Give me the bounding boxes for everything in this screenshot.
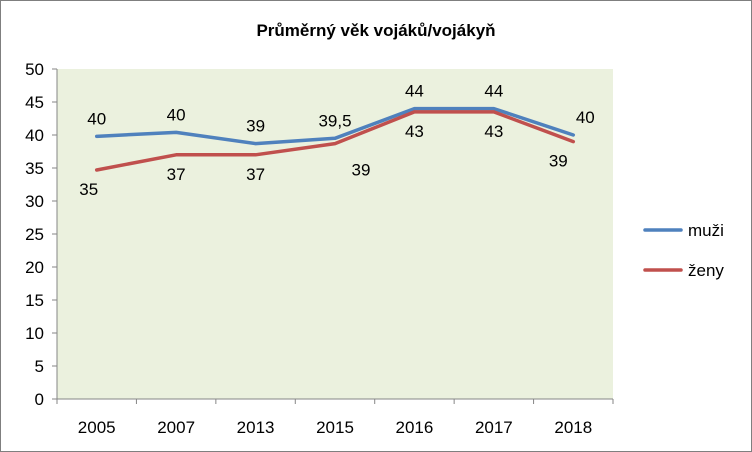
data-label-muzi: 40 (167, 105, 186, 124)
x-tick-label: 2017 (475, 418, 513, 437)
x-tick-label: 2018 (554, 418, 592, 437)
data-label-zeny: 43 (484, 122, 503, 141)
y-tick-label: 20 (25, 258, 44, 277)
y-tick-label: 40 (25, 126, 44, 145)
x-tick-label: 2016 (396, 418, 434, 437)
y-tick-label: 15 (25, 291, 44, 310)
data-label-zeny: 43 (405, 122, 424, 141)
legend-label: muži (688, 221, 724, 240)
y-tick-label: 10 (25, 324, 44, 343)
data-label-zeny: 37 (167, 165, 186, 184)
data-label-muzi: 40 (576, 108, 595, 127)
y-tick-label: 5 (35, 357, 44, 376)
data-label-muzi: 39,5 (318, 111, 351, 130)
series-line-zeny (94, 110, 576, 172)
data-label-zeny: 35 (79, 180, 98, 199)
x-tick-label: 2007 (157, 418, 195, 437)
y-tick-label: 45 (25, 93, 44, 112)
data-label-muzi: 44 (484, 82, 503, 101)
y-tick-label: 35 (25, 159, 44, 178)
data-label-muzi: 39 (246, 117, 265, 136)
x-tick-label: 2015 (316, 418, 354, 437)
y-tick-label: 25 (25, 225, 44, 244)
x-tick-label: 2005 (78, 418, 116, 437)
y-tick-label: 0 (35, 390, 44, 409)
series-line-muzi (94, 106, 576, 146)
y-tick-label: 30 (25, 192, 44, 211)
plot-area (57, 69, 613, 399)
chart-title: Průměrný věk vojáků/vojákyň (256, 21, 496, 40)
y-tick-label: 50 (25, 60, 44, 79)
data-label-muzi: 44 (405, 82, 424, 101)
data-label-zeny: 39 (352, 161, 371, 180)
data-label-zeny: 37 (246, 165, 265, 184)
data-label-muzi: 40 (87, 109, 106, 128)
data-label-zeny: 39 (549, 152, 568, 171)
x-tick-label: 2013 (237, 418, 275, 437)
legend-label: ženy (688, 261, 724, 280)
